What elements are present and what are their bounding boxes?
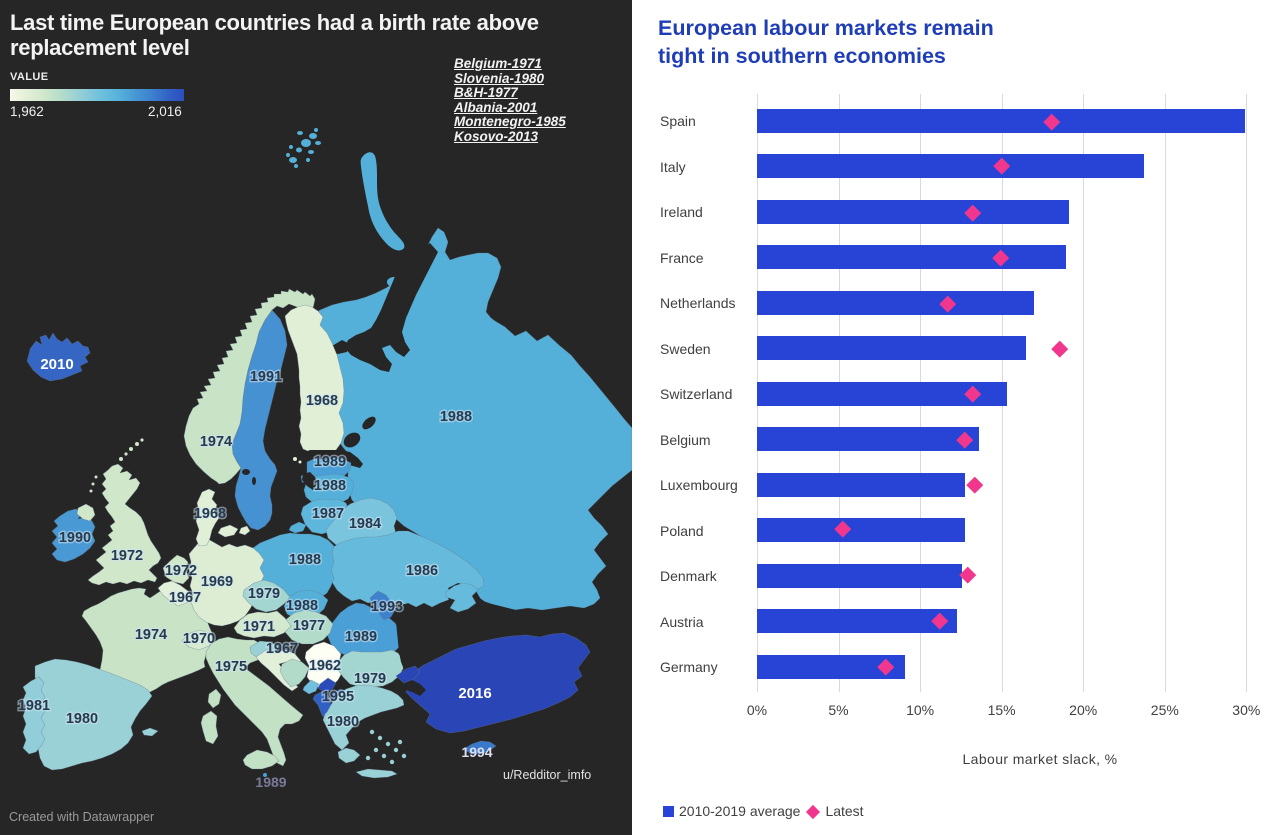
svg-text:1972: 1972 xyxy=(165,563,197,579)
svg-text:1981: 1981 xyxy=(18,698,50,714)
svg-text:1989: 1989 xyxy=(345,629,377,645)
svg-text:1989: 1989 xyxy=(255,774,286,790)
svg-text:1993: 1993 xyxy=(371,599,403,615)
svg-text:1969: 1969 xyxy=(201,574,233,590)
svg-text:1972: 1972 xyxy=(111,548,143,564)
svg-text:1980: 1980 xyxy=(66,711,98,727)
svg-text:1988: 1988 xyxy=(286,598,318,614)
svg-text:1988: 1988 xyxy=(314,478,346,494)
svg-text:1988: 1988 xyxy=(289,552,321,568)
svg-text:2010: 2010 xyxy=(40,356,73,373)
svg-text:1977: 1977 xyxy=(293,618,325,634)
svg-text:1986: 1986 xyxy=(406,563,438,579)
svg-text:1994: 1994 xyxy=(461,744,492,760)
svg-text:1967: 1967 xyxy=(169,590,201,606)
svg-text:1975: 1975 xyxy=(215,659,247,675)
svg-text:1979: 1979 xyxy=(354,671,386,687)
svg-text:1967: 1967 xyxy=(266,641,298,657)
svg-text:1974: 1974 xyxy=(200,434,232,450)
svg-text:1989: 1989 xyxy=(314,454,346,470)
svg-text:1962: 1962 xyxy=(309,658,341,674)
svg-text:2016: 2016 xyxy=(458,685,491,702)
svg-text:1979: 1979 xyxy=(248,586,280,602)
svg-text:1968: 1968 xyxy=(306,393,338,409)
svg-text:1988: 1988 xyxy=(440,409,472,425)
svg-text:1991: 1991 xyxy=(250,369,282,385)
svg-text:1995: 1995 xyxy=(322,689,354,705)
svg-text:1987: 1987 xyxy=(312,506,344,522)
svg-text:1990: 1990 xyxy=(59,530,91,546)
svg-text:1968: 1968 xyxy=(194,506,226,522)
svg-text:1971: 1971 xyxy=(243,619,275,635)
svg-text:1970: 1970 xyxy=(183,631,215,647)
svg-text:1984: 1984 xyxy=(349,516,381,532)
svg-text:1980: 1980 xyxy=(327,714,359,730)
svg-text:1974: 1974 xyxy=(135,627,167,643)
